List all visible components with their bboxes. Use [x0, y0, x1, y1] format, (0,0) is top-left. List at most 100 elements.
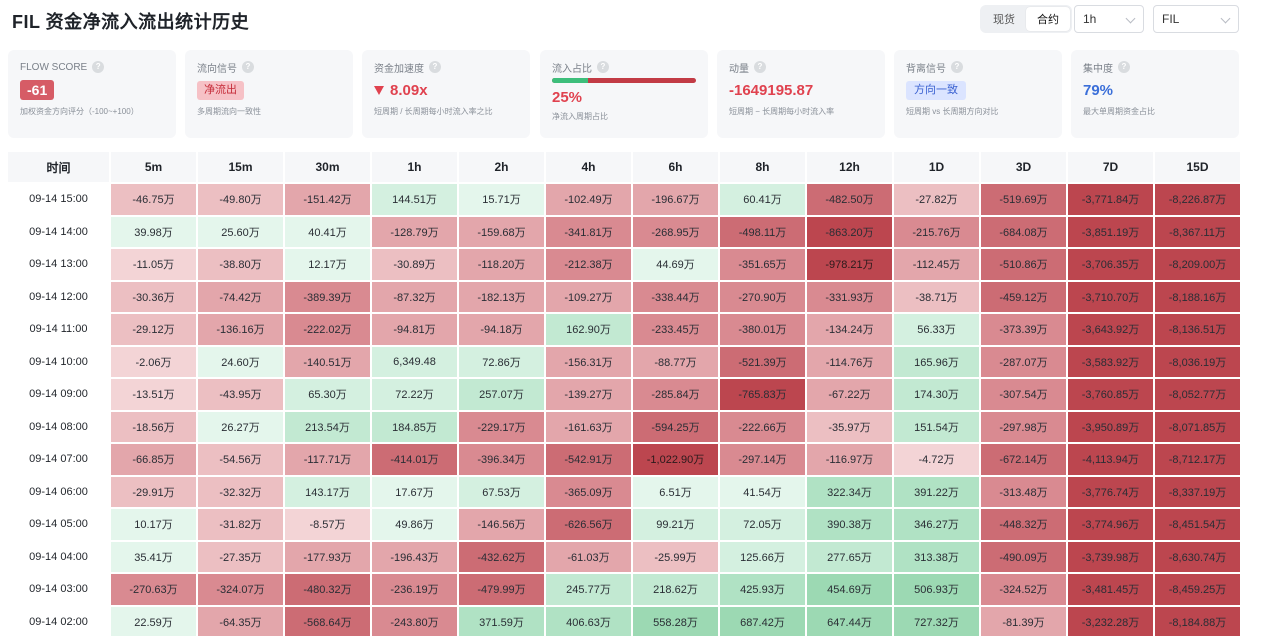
flow-cell: -233.45万 — [633, 314, 718, 345]
column-header-1d[interactable]: 1D — [894, 152, 979, 182]
table-row: 09-14 05:00 10.17万 -31.82万 -8.57万 49.86万 -146… — [8, 509, 1240, 540]
symbol-value: FIL — [1162, 12, 1180, 26]
help-icon[interactable]: ? — [92, 61, 105, 73]
flow-cell: -8,630.74万 — [1155, 541, 1240, 572]
column-header-15m[interactable]: 15m — [198, 152, 283, 182]
flow-cell: -215.76万 — [894, 216, 979, 247]
flow-cell: 6.51万 — [633, 476, 718, 507]
flow-cell: -510.86万 — [981, 249, 1066, 280]
flow-cell: -182.13万 — [459, 281, 544, 312]
help-icon[interactable]: ? — [754, 61, 766, 73]
flow-cell: -67.22万 — [807, 379, 892, 410]
card-label: 背离信号 — [906, 63, 946, 75]
column-header-6h[interactable]: 6h — [633, 152, 718, 182]
flow-cell: -27.35万 — [198, 541, 283, 572]
help-icon[interactable]: ? — [597, 61, 609, 73]
time-cell: 09-14 04:00 — [8, 541, 109, 572]
tab-futures[interactable]: 合约 — [1026, 7, 1070, 31]
card-flow-score: FLOW SCORE? -61 加权资金方向评分（-100~+100） — [8, 50, 176, 138]
flow-cell: -229.17万 — [459, 411, 544, 442]
flow-cell: -134.24万 — [807, 314, 892, 345]
flow-cell: -236.19万 — [372, 574, 457, 605]
time-cell: 09-14 05:00 — [8, 509, 109, 540]
flow-cell: 390.38万 — [807, 509, 892, 540]
column-header-1h[interactable]: 1h — [372, 152, 457, 182]
flow-cell: -3,771.84万 — [1068, 184, 1153, 215]
flow-cell: -117.71万 — [285, 444, 370, 475]
flow-cell: -196.43万 — [372, 541, 457, 572]
flow-cell: -765.83万 — [720, 379, 805, 410]
flow-cell: -94.18万 — [459, 314, 544, 345]
flow-cell: -54.56万 — [198, 444, 283, 475]
flow-cell: 218.62万 — [633, 574, 718, 605]
table-row: 09-14 09:00 -13.51万 -43.95万 65.30万 72.22万 257… — [8, 379, 1240, 410]
flow-cell: -212.38万 — [546, 249, 631, 280]
flow-cell: -3,774.96万 — [1068, 509, 1153, 540]
flow-cell: -222.66万 — [720, 411, 805, 442]
flow-cell: -38.71万 — [894, 281, 979, 312]
flow-cell: -18.56万 — [111, 411, 196, 442]
column-header-30m[interactable]: 30m — [285, 152, 370, 182]
flow-cell: -307.54万 — [981, 379, 1066, 410]
flow-cell: -3,760.85万 — [1068, 379, 1153, 410]
column-header-3d[interactable]: 3D — [981, 152, 1066, 182]
flow-cell: 346.27万 — [894, 509, 979, 540]
flow-cell: -13.51万 — [111, 379, 196, 410]
flow-cell: -94.81万 — [372, 314, 457, 345]
flow-cell: -338.44万 — [633, 281, 718, 312]
flow-cell: 277.65万 — [807, 541, 892, 572]
column-header-4h[interactable]: 4h — [546, 152, 631, 182]
column-header-2h[interactable]: 2h — [459, 152, 544, 182]
flow-cell: -8,188.16万 — [1155, 281, 1240, 312]
column-header-8h[interactable]: 8h — [720, 152, 805, 182]
flow-cell: -64.35万 — [198, 606, 283, 636]
flow-cell: -270.90万 — [720, 281, 805, 312]
flow-cell: 39.98万 — [111, 216, 196, 247]
flow-cell: -3,643.92万 — [1068, 314, 1153, 345]
flow-cell: -287.07万 — [981, 346, 1066, 377]
column-header-7d[interactable]: 7D — [1068, 152, 1153, 182]
card-desc: 加权资金方向评分（-100~+100） — [20, 107, 139, 116]
flow-cell: -8,451.54万 — [1155, 509, 1240, 540]
flow-cell: -324.52万 — [981, 574, 1066, 605]
flow-cell: -31.82万 — [198, 509, 283, 540]
flow-cell: -324.07万 — [198, 574, 283, 605]
card-concentration: 集中度? 79% 最大单周期资金占比 — [1071, 50, 1239, 138]
page-title: FIL 资金净流入流出统计历史 — [12, 12, 250, 32]
inflow-ratio-value: 25% — [552, 88, 583, 106]
divergence-badge: 方向一致 — [906, 80, 966, 100]
column-header-5m[interactable]: 5m — [111, 152, 196, 182]
flow-cell: -373.39万 — [981, 314, 1066, 345]
flow-cell: -3,232.28万 — [1068, 606, 1153, 636]
flow-cell: -3,481.45万 — [1068, 574, 1153, 605]
flow-cell: 60.41万 — [720, 184, 805, 215]
help-icon[interactable]: ? — [429, 61, 441, 73]
help-icon[interactable]: ? — [242, 61, 254, 73]
flow-cell: -3,950.89万 — [1068, 411, 1153, 442]
help-icon[interactable]: ? — [951, 61, 963, 73]
flow-cell: 67.53万 — [459, 476, 544, 507]
flow-cell: -38.80万 — [198, 249, 283, 280]
flow-cell: 322.34万 — [807, 476, 892, 507]
flow-cell: 162.90万 — [546, 314, 631, 345]
column-header-15d[interactable]: 15D — [1155, 152, 1240, 182]
tab-spot[interactable]: 现货 — [993, 14, 1015, 26]
time-cell: 09-14 09:00 — [8, 379, 109, 410]
flow-cell: -128.79万 — [372, 216, 457, 247]
flow-cell: -331.93万 — [807, 281, 892, 312]
card-label: 资金加速度 — [374, 63, 424, 75]
flow-cell: -270.63万 — [111, 574, 196, 605]
flow-cell: -11.05万 — [111, 249, 196, 280]
flow-cell: -243.80万 — [372, 606, 457, 636]
flow-cell: -8,337.19万 — [1155, 476, 1240, 507]
help-icon[interactable]: ? — [1118, 61, 1130, 73]
flow-cell: -521.39万 — [720, 346, 805, 377]
inflow-ratio-fill — [552, 78, 588, 83]
column-header-time[interactable]: 时间 — [8, 152, 109, 182]
flow-cell: -114.76万 — [807, 346, 892, 377]
flow-cell: -43.95万 — [198, 379, 283, 410]
interval-select[interactable]: 1h — [1074, 5, 1144, 33]
flow-cell: -297.14万 — [720, 444, 805, 475]
column-header-12h[interactable]: 12h — [807, 152, 892, 182]
symbol-select[interactable]: FIL — [1153, 5, 1239, 33]
